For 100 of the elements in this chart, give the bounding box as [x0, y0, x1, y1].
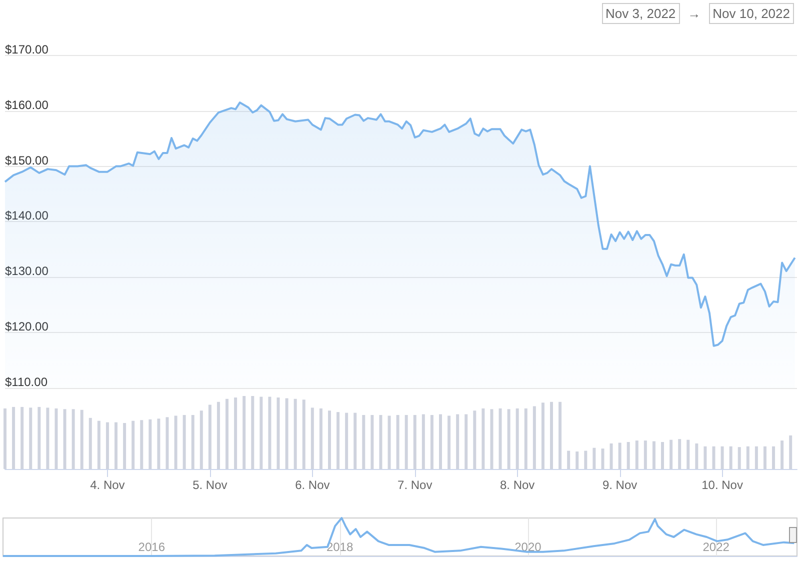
bar: [695, 443, 698, 469]
bar: [354, 412, 357, 469]
bar: [370, 414, 374, 469]
bar: [754, 446, 758, 469]
bar: [362, 414, 366, 469]
bar: [226, 398, 229, 469]
bar: [541, 402, 544, 469]
bar: [294, 398, 297, 469]
bar: [729, 446, 732, 469]
bar: [38, 406, 41, 469]
annotation: →: [688, 6, 701, 21]
y-tick-label: $130.00: [5, 264, 49, 278]
bar: [242, 396, 246, 469]
bar: [72, 409, 75, 469]
bar: [576, 451, 579, 469]
bar: [251, 396, 254, 469]
bar: [106, 422, 109, 469]
bar: [404, 414, 408, 469]
bar: [661, 442, 664, 469]
bar: [216, 402, 220, 469]
y-tick-label: $110.00: [5, 375, 48, 389]
bar: [584, 450, 588, 469]
x-tick-label: 2018: [326, 540, 354, 554]
bar: [430, 414, 434, 469]
bar: [97, 420, 100, 469]
x-tick-label: 7. Nov: [398, 478, 432, 492]
bar: [592, 448, 596, 469]
bar: [174, 416, 178, 469]
bar: [379, 414, 382, 469]
x-tick-label: 9. Nov: [602, 478, 638, 492]
bar: [626, 442, 630, 469]
bar: [644, 440, 647, 469]
bar: [114, 422, 118, 469]
bar: [482, 408, 485, 469]
y-tick-label: $150.00: [5, 153, 49, 168]
bar: [345, 412, 348, 469]
bar: [285, 398, 288, 469]
bar: [712, 446, 716, 469]
bar: [310, 408, 314, 469]
bar: [720, 446, 724, 469]
bar: [789, 435, 792, 469]
bar: [567, 450, 570, 469]
bar: [558, 402, 562, 469]
bar: [498, 408, 502, 469]
bar: [328, 410, 331, 469]
x-tick-label: 8. Nov: [500, 478, 535, 492]
bar: [388, 416, 391, 469]
bar: [772, 446, 776, 469]
bar: [157, 418, 160, 469]
bar: [610, 443, 613, 469]
bar: [738, 447, 741, 469]
bar: [88, 418, 92, 469]
bar: [532, 406, 536, 469]
bar: [63, 409, 66, 469]
bar: [652, 441, 656, 469]
y-tick-label: $120.00: [5, 320, 49, 334]
bar: [200, 410, 203, 469]
bar: [20, 406, 24, 469]
bar: [336, 412, 340, 469]
annotation: Nov 10, 2022: [708, 3, 794, 24]
bar: [413, 414, 416, 469]
bar: [507, 409, 510, 469]
bar: [46, 408, 50, 469]
y-tick-label: $160.00: [5, 98, 49, 112]
bar: [268, 396, 272, 469]
bar: [54, 408, 58, 469]
x-tick-label: 5. Nov: [192, 478, 228, 492]
x-tick-label: 4. Nov: [90, 478, 125, 492]
bar: [132, 420, 135, 469]
bar: [182, 414, 186, 469]
y-tick-label: $170.00: [5, 42, 49, 56]
bar: [123, 423, 126, 469]
bar: [396, 414, 400, 469]
bar: [763, 446, 766, 469]
bar: [456, 414, 460, 469]
bar: [80, 410, 84, 469]
bar: [191, 414, 194, 469]
bar: [473, 410, 476, 469]
bar: [166, 417, 169, 469]
bar: [319, 408, 322, 469]
bar: [234, 397, 238, 469]
bar: [12, 406, 16, 469]
bar: [4, 408, 6, 469]
bar: [422, 414, 425, 469]
bar: [490, 409, 494, 469]
bar: [635, 440, 638, 469]
bar: [550, 402, 553, 469]
bar: [524, 408, 528, 469]
bar: [678, 439, 682, 469]
y-tick-label: $140.00: [5, 208, 49, 223]
x-tick-label: 10. Nov: [702, 478, 743, 492]
annotation: Nov 3, 2022: [602, 3, 680, 24]
bar: [140, 420, 144, 469]
bar: [780, 440, 784, 469]
bar: [448, 416, 451, 469]
bar: [670, 440, 673, 469]
bar: [276, 397, 280, 469]
bar: [29, 408, 32, 469]
bar: [704, 446, 707, 469]
x-tick-label: 2016: [138, 540, 166, 554]
